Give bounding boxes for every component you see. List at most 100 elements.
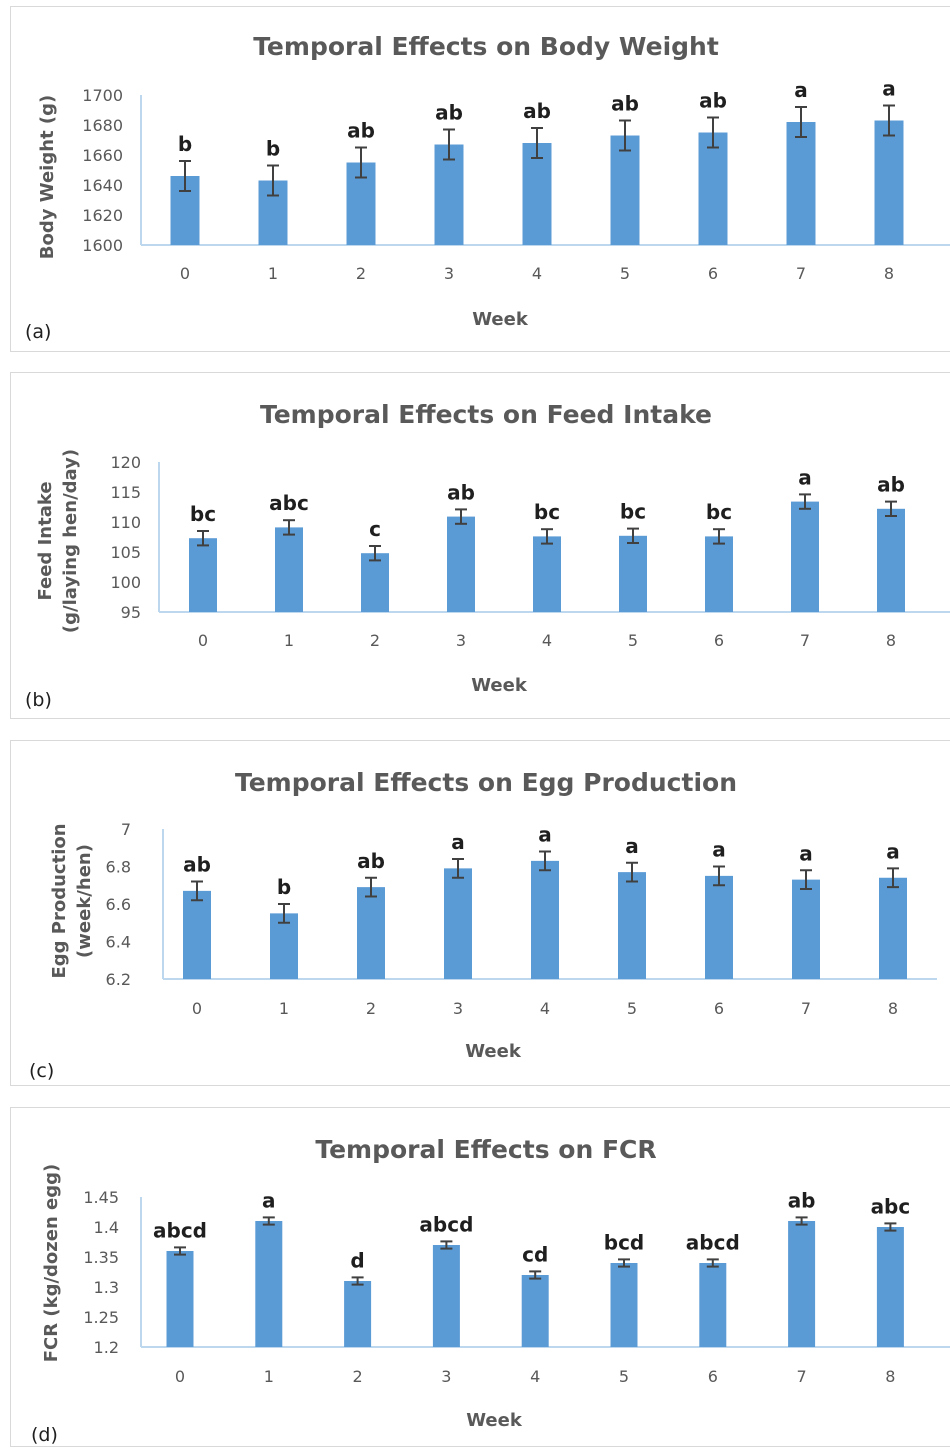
significance-letter: a <box>538 823 552 847</box>
bar <box>189 538 217 612</box>
significance-letter: ab <box>788 1188 816 1212</box>
bar <box>270 913 298 979</box>
significance-letter: ab <box>435 101 463 125</box>
y-tick-label: 7 <box>121 820 131 839</box>
x-tick-label: 8 <box>886 631 896 650</box>
y-tick-label: 1600 <box>82 236 123 255</box>
x-tick-label: 5 <box>619 1367 629 1386</box>
significance-letter: abc <box>269 491 309 515</box>
x-tick-label: 4 <box>530 1367 540 1386</box>
chart-svg-c: Temporal Effects on Egg Production Week … <box>29 768 937 1082</box>
y-axis-label-line-1: Feed Intake <box>35 481 56 600</box>
significance-letter: ab <box>523 99 551 123</box>
x-tick-label: 4 <box>542 631 552 650</box>
x-tick-label: 0 <box>180 264 190 283</box>
chart-panel-a: Temporal Effects on Body Weight Week Bod… <box>10 6 950 352</box>
bar <box>788 1221 816 1347</box>
x-tick-label: 6 <box>714 631 724 650</box>
x-tick-label: 3 <box>456 631 466 650</box>
significance-letter: a <box>798 465 812 489</box>
x-tick-label: 2 <box>353 1367 363 1386</box>
y-tick-label: 1.35 <box>83 1248 119 1267</box>
y-axis-label-line-1: Egg Production <box>49 823 70 978</box>
plot-area: 1600 1620 1640 1660 1680 1700 b 0 b 1 ab 2 ab 3 ab 4 ab 5… <box>82 77 950 283</box>
y-tick-label: 1700 <box>82 86 123 105</box>
y-tick-label: 1620 <box>82 206 123 225</box>
significance-letter: b <box>266 137 280 161</box>
chart-panel-b: Temporal Effects on Feed Intake Week Fee… <box>10 372 950 719</box>
y-tick-label: 1640 <box>82 176 123 195</box>
x-tick-label: 3 <box>453 999 463 1018</box>
x-axis-label: Week <box>466 1410 523 1431</box>
significance-letter: ab <box>447 480 475 504</box>
chart-svg-a: Temporal Effects on Body Weight Week Bod… <box>25 32 950 343</box>
significance-letter: ab <box>183 853 211 877</box>
bar <box>874 120 904 245</box>
panel-label: (a) <box>25 321 51 343</box>
x-tick-label: 1 <box>284 631 294 650</box>
chart-svg-b: Temporal Effects on Feed Intake Week Fee… <box>25 400 950 711</box>
x-tick-label: 1 <box>268 264 278 283</box>
x-tick-label: 0 <box>175 1367 185 1386</box>
bar <box>522 143 552 245</box>
x-tick-label: 8 <box>884 264 894 283</box>
plot-area: 95 100 105 110 115 120 bc 0 abc 1 c 2 ab 3 bc 4 bc 5 bc 6 a 7… <box>110 453 950 650</box>
significance-letter: abcd <box>153 1218 207 1242</box>
x-tick-label: 5 <box>627 999 637 1018</box>
plot-area: 1.2 1.25 1.3 1.35 1.4 1.45 abcd 0 a 1 d 2 abcd 3 cd 4 bc… <box>83 1188 950 1386</box>
x-tick-label: 0 <box>192 999 202 1018</box>
y-tick-label: 1660 <box>82 146 123 165</box>
x-tick-label: 1 <box>279 999 289 1018</box>
bar <box>699 1263 727 1347</box>
significance-letter: bc <box>534 500 560 524</box>
significance-letter: a <box>886 839 900 863</box>
significance-letter: ab <box>699 89 727 113</box>
panel-label: (d) <box>31 1424 58 1446</box>
significance-letter: abcd <box>419 1212 473 1236</box>
significance-letter: ab <box>347 119 375 143</box>
x-tick-label: 4 <box>532 264 542 283</box>
y-tick-label: 1.4 <box>94 1218 119 1237</box>
bar <box>610 1263 638 1347</box>
y-tick-label: 1680 <box>82 116 123 135</box>
bar <box>610 135 640 245</box>
bar <box>619 535 647 612</box>
x-tick-label: 2 <box>370 631 380 650</box>
y-tick-label: 1.2 <box>94 1338 119 1357</box>
bar <box>447 516 475 612</box>
y-tick-label: 95 <box>121 603 141 622</box>
bar <box>531 860 559 979</box>
bar <box>361 553 389 612</box>
significance-letter: ab <box>877 473 905 497</box>
significance-letter: a <box>799 841 813 865</box>
significance-letter: abcd <box>686 1230 740 1254</box>
y-tick-label: 105 <box>110 543 141 562</box>
x-tick-label: 8 <box>888 999 898 1018</box>
y-tick-label: 110 <box>110 513 141 532</box>
panel-label: (b) <box>25 689 52 711</box>
significance-letter: a <box>262 1188 276 1212</box>
significance-letter: a <box>882 77 896 101</box>
bar <box>434 144 464 245</box>
x-tick-label: 6 <box>708 1367 718 1386</box>
x-tick-label: 2 <box>356 264 366 283</box>
panel-label: (c) <box>29 1060 54 1082</box>
y-axis-label: FCR (kg/dozen egg) <box>41 1164 62 1363</box>
y-tick-label: 100 <box>110 573 141 592</box>
bar <box>786 122 816 245</box>
significance-letter: a <box>451 830 465 854</box>
significance-letter: bc <box>620 500 646 524</box>
x-tick-label: 8 <box>885 1367 895 1386</box>
significance-letter: ab <box>611 92 639 116</box>
chart-title: Temporal Effects on Egg Production <box>235 768 737 797</box>
y-tick-label: 115 <box>110 483 141 502</box>
significance-letter: bc <box>190 502 216 526</box>
chart-panel-d: Temporal Effects on FCR Week FCR (kg/doz… <box>10 1107 950 1447</box>
x-tick-label: 5 <box>620 264 630 283</box>
y-tick-label: 6.2 <box>106 970 131 989</box>
y-axis-label: Body Weight (g) <box>37 95 58 259</box>
significance-letter: bc <box>706 500 732 524</box>
bar <box>705 875 733 979</box>
significance-letter: c <box>369 517 381 541</box>
bar <box>357 887 385 979</box>
